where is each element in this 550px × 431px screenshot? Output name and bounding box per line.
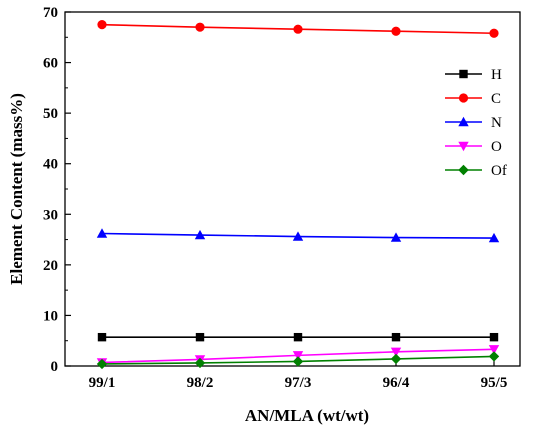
series-c-point (489, 28, 499, 38)
y-axis-title: Element Content (mass%) (7, 93, 26, 285)
series-n-point (194, 229, 206, 240)
series-c-point (293, 24, 303, 34)
legend-swatch-marker (459, 69, 468, 79)
plot-frame (64, 11, 521, 367)
series-of-point (390, 353, 402, 365)
series-layer (96, 20, 500, 370)
legend-label-h: H (491, 67, 502, 83)
y-axis-ticks: 0 10 20 30 40 50 60 70 (43, 5, 71, 375)
x-tick-label: 95/5 (481, 375, 508, 391)
y-tick-label: 10 (43, 308, 58, 324)
x-tick-label: 98/2 (187, 375, 214, 391)
series-h-point (97, 332, 107, 342)
legend-label-of: Of (491, 163, 507, 179)
series-h-point (195, 332, 205, 342)
series-c-point (97, 20, 107, 30)
legend-label-n: N (491, 115, 502, 131)
legend-swatch-marker (458, 116, 469, 127)
x-tick-label: 96/4 (383, 375, 410, 391)
legend-item-c: C (445, 91, 501, 107)
series-of-point (96, 358, 108, 370)
series-c-point (195, 22, 205, 32)
series-of (96, 351, 500, 370)
x-axis-ticks: 99/1 98/2 97/3 96/4 95/5 (89, 360, 508, 391)
series-o-point (390, 347, 402, 358)
x-tick-label: 97/3 (285, 375, 312, 391)
series-n-point (390, 232, 402, 242)
series-o (96, 345, 500, 368)
series-n-point (292, 231, 304, 241)
series-n (96, 228, 500, 243)
legend-swatch-marker (458, 93, 469, 103)
series-of-point (194, 357, 206, 369)
series-c-point (391, 26, 401, 36)
legend-label-o: O (491, 139, 502, 155)
series-h-point (391, 332, 401, 342)
legend-item-h: H (445, 67, 502, 83)
series-of-point (488, 351, 500, 362)
legend-item-of: Of (445, 163, 507, 179)
x-tick-label: 99/1 (89, 375, 116, 391)
series-n-point (96, 228, 108, 238)
y-tick-label: 20 (43, 258, 58, 274)
y-tick-label: 30 (43, 207, 58, 223)
legend-label-c: C (491, 91, 501, 107)
series-o-point (292, 351, 304, 361)
x-axis-title: AN/MLA (wt/wt) (245, 406, 369, 425)
y-tick-label: 70 (43, 5, 58, 21)
series-o-point (488, 345, 500, 355)
series-of-point (292, 356, 304, 367)
legend-item-n: N (445, 115, 502, 131)
series-h-point (489, 332, 499, 342)
y-tick-label: 40 (43, 157, 58, 173)
y-tick-label: 60 (43, 56, 58, 72)
legend-swatch-marker (458, 141, 469, 152)
y-tick-label: 50 (43, 106, 58, 122)
y-tick-label: 0 (51, 359, 59, 375)
legend-swatch-marker (458, 164, 469, 176)
series-c (97, 20, 499, 38)
legend-item-o: O (445, 139, 502, 155)
plot-border (64, 11, 521, 367)
series-h (97, 332, 499, 342)
series-h-point (293, 332, 303, 342)
series-n-point (488, 232, 500, 243)
